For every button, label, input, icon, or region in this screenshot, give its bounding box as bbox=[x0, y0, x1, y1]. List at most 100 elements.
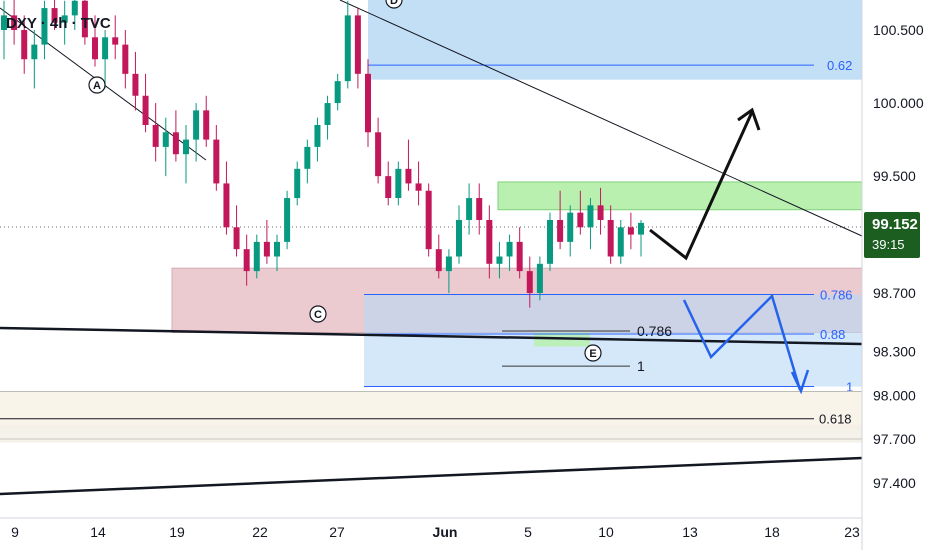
fib-label-lower-0: 0.786 bbox=[820, 287, 853, 302]
candle-body bbox=[263, 241, 270, 257]
candle-body bbox=[253, 241, 260, 272]
price-tick-label: 98.300 bbox=[873, 343, 916, 359]
candle-body bbox=[395, 168, 402, 199]
time-axis: 9 14 19 22 27 Jun 5 10 13 18 23 bbox=[0, 517, 862, 540]
time-tick-label: 5 bbox=[524, 524, 532, 540]
candle-body bbox=[304, 146, 311, 169]
candle-body bbox=[183, 139, 189, 155]
candle-body bbox=[476, 198, 483, 220]
wave-label-circle-3 bbox=[385, 0, 403, 9]
candle-body bbox=[243, 249, 250, 272]
candle-body bbox=[31, 44, 38, 60]
lower-band-zone-2 bbox=[0, 424, 862, 443]
trendline-support-lower bbox=[0, 456, 863, 496]
candle-body bbox=[486, 219, 493, 264]
time-tick-label: 23 bbox=[844, 524, 860, 540]
candle-body bbox=[21, 30, 28, 60]
candle-body bbox=[496, 256, 503, 264]
candle-body bbox=[547, 219, 553, 264]
candle-body bbox=[314, 124, 321, 147]
candle-body bbox=[627, 227, 634, 235]
candle-body bbox=[92, 37, 98, 60]
trendline-resistance bbox=[339, 0, 863, 237]
fib-label-upper-1: 0.62 bbox=[827, 58, 852, 73]
fib-small-label-0: 0.786 bbox=[637, 323, 672, 339]
price-axis: 100.500 100.000 99.500 98.700 98.300 98.000 97… bbox=[861, 0, 932, 550]
candle-body bbox=[41, 8, 48, 45]
price-tick-label: 98.000 bbox=[873, 387, 916, 403]
candle-body bbox=[354, 15, 361, 74]
candle-body bbox=[466, 198, 473, 220]
fib-blue-zone-upper bbox=[368, 0, 862, 80]
candle-body bbox=[617, 227, 624, 257]
candle-body bbox=[193, 110, 200, 140]
candle-body bbox=[152, 124, 159, 147]
drawings-layer: A C E D bbox=[88, 0, 810, 395]
candle-body bbox=[597, 205, 604, 220]
candle-body bbox=[233, 227, 240, 250]
bearish-arrow-head bbox=[790, 369, 810, 395]
candle-body bbox=[213, 139, 220, 184]
time-tick-label: 14 bbox=[90, 524, 106, 540]
candle-body bbox=[405, 168, 412, 184]
candle-body bbox=[506, 241, 513, 257]
time-tick-label: 22 bbox=[252, 524, 268, 540]
candle-body bbox=[162, 132, 169, 147]
candle-body bbox=[172, 132, 179, 155]
wave-label-circle-2 bbox=[584, 344, 602, 362]
wave-label-d: D bbox=[390, 0, 398, 7]
candle-body bbox=[203, 110, 210, 140]
trendline-support-upper bbox=[0, 326, 863, 346]
candle-body bbox=[71, 0, 78, 16]
time-tick-label: Jun bbox=[433, 524, 458, 540]
time-tick-label: 10 bbox=[598, 524, 614, 540]
candle-body bbox=[1, 15, 7, 30]
time-tick-label: 9 bbox=[11, 524, 19, 540]
candle-body bbox=[132, 73, 139, 96]
last-price-badge: 99.152 39:15 bbox=[864, 212, 920, 258]
candle-body bbox=[638, 222, 644, 235]
candle-body bbox=[415, 183, 422, 191]
candle-body bbox=[274, 241, 280, 257]
candle-body bbox=[284, 198, 291, 242]
time-tick-label: 19 bbox=[169, 524, 185, 540]
supply-zone bbox=[497, 181, 863, 211]
wave-label-circle-0 bbox=[88, 76, 106, 94]
candles-layer bbox=[1, 0, 644, 308]
fib-label-lower-2: 1 bbox=[846, 380, 853, 395]
candle-body bbox=[112, 37, 119, 45]
level-0618-label: 0.618 bbox=[819, 412, 852, 427]
candle-body bbox=[365, 73, 371, 133]
candle-body bbox=[425, 190, 432, 250]
candle-body bbox=[51, 8, 58, 23]
time-tick-label: 27 bbox=[329, 524, 345, 540]
price-tick-label: 97.400 bbox=[873, 475, 916, 491]
price-tick-label: 97.700 bbox=[873, 431, 916, 447]
wave-label-e: E bbox=[589, 348, 596, 360]
candle-body bbox=[324, 103, 331, 125]
fib-label-lower-1: 0.88 bbox=[820, 327, 845, 342]
candle-body bbox=[435, 249, 442, 272]
price-tick-label: 100.000 bbox=[873, 95, 924, 111]
wave-label-c: C bbox=[314, 309, 322, 321]
price-tick-label: 99.500 bbox=[873, 168, 916, 184]
time-tick-label: 18 bbox=[764, 524, 780, 540]
candle-body bbox=[11, 15, 18, 30]
candle-body bbox=[526, 271, 533, 294]
last-price: 99.152 bbox=[872, 216, 918, 233]
candle-body bbox=[587, 205, 594, 228]
bullish-projection-path bbox=[649, 111, 754, 261]
candle-body bbox=[334, 81, 341, 104]
bearish-projection-path bbox=[682, 293, 802, 391]
candle-body bbox=[122, 44, 129, 74]
candle-body bbox=[536, 263, 543, 294]
bar-countdown: 39:15 bbox=[872, 237, 905, 252]
candle-body bbox=[456, 219, 462, 257]
bullish-arrow-head bbox=[737, 107, 761, 131]
candle-body bbox=[102, 37, 109, 60]
candle-body bbox=[445, 256, 452, 272]
price-tick-label: 100.500 bbox=[873, 22, 924, 38]
candle-body bbox=[81, 0, 88, 38]
